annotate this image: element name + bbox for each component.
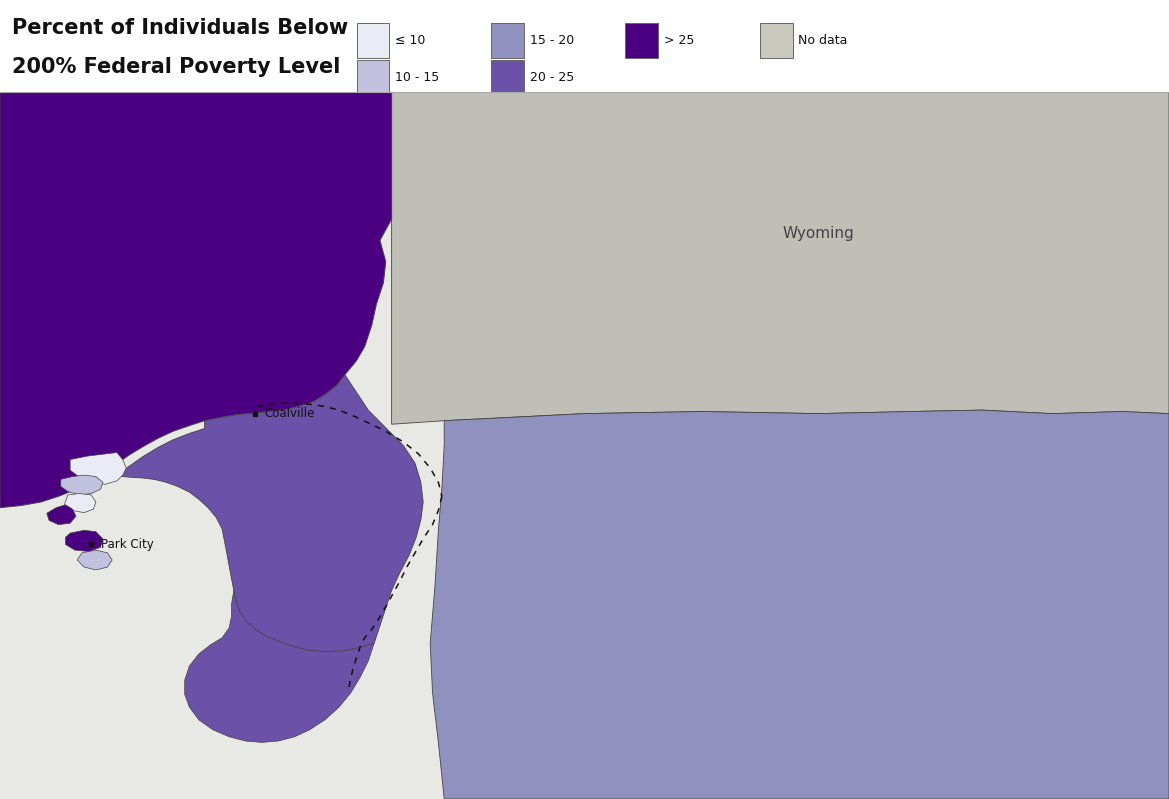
Bar	[357, 23, 389, 58]
Text: 10 - 15: 10 - 15	[395, 70, 440, 84]
Bar	[625, 23, 658, 58]
Text: > 25: > 25	[664, 34, 694, 47]
Polygon shape	[64, 494, 96, 513]
Text: 200% Federal Poverty Level: 200% Federal Poverty Level	[12, 57, 340, 77]
Text: 15 - 20: 15 - 20	[530, 34, 574, 47]
Polygon shape	[185, 590, 374, 742]
Text: Percent of Individuals Below: Percent of Individuals Below	[12, 18, 348, 38]
Bar	[491, 23, 524, 58]
Bar	[760, 23, 793, 58]
Bar	[357, 60, 389, 94]
Polygon shape	[77, 550, 112, 570]
Text: No data: No data	[798, 34, 848, 47]
Text: 20 - 25: 20 - 25	[530, 70, 574, 84]
Polygon shape	[392, 92, 1169, 424]
Polygon shape	[70, 452, 126, 484]
Text: Coalville: Coalville	[264, 407, 314, 420]
Polygon shape	[47, 505, 76, 525]
Text: Park City: Park City	[101, 538, 153, 551]
Polygon shape	[0, 92, 392, 507]
Polygon shape	[65, 531, 103, 551]
Polygon shape	[430, 410, 1169, 799]
Polygon shape	[61, 475, 103, 495]
Bar	[491, 60, 524, 94]
Text: Wyoming: Wyoming	[782, 226, 855, 240]
Polygon shape	[117, 375, 423, 652]
Text: ≤ 10: ≤ 10	[395, 34, 426, 47]
